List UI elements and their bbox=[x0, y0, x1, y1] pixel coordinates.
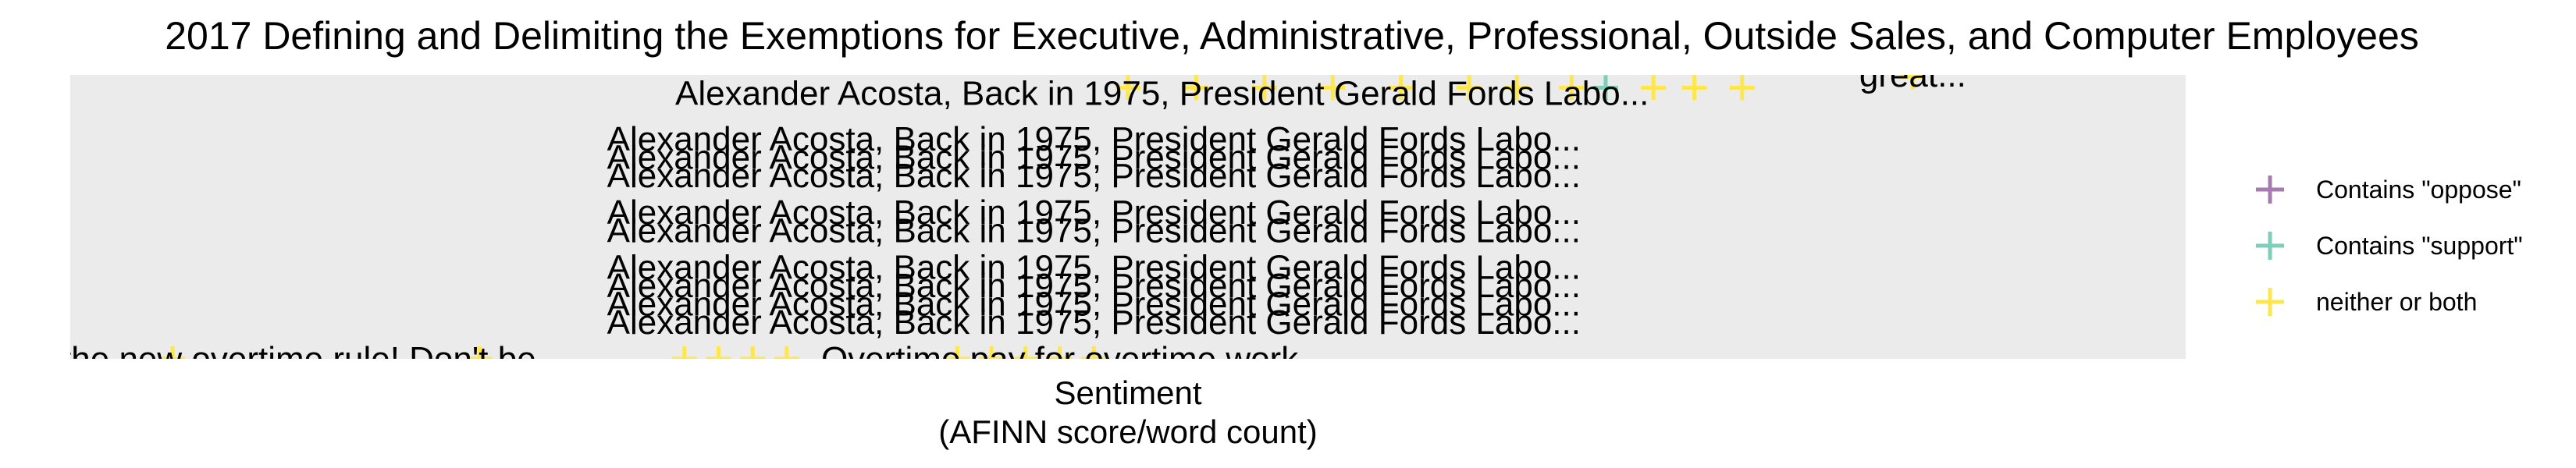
scatter-point bbox=[740, 346, 766, 359]
legend-item-support: Contains "support" bbox=[2256, 232, 2523, 260]
x-axis-sublabel: (AFINN score/word count) bbox=[938, 413, 1317, 450]
scatter-point bbox=[1047, 346, 1073, 359]
scatter-point bbox=[979, 346, 1005, 359]
legend-label: Contains "support" bbox=[2316, 232, 2523, 260]
scatter-point bbox=[1681, 75, 1707, 101]
scatter-point bbox=[1559, 75, 1585, 101]
point-annotation: nent the new overtime rule! Don't be... bbox=[0, 340, 564, 378]
point-annotation: Alexander Acosta, Back in 1975, Presiden… bbox=[675, 74, 1649, 112]
point-annotation: Alexander Acosta, Back in 1975, Presiden… bbox=[607, 285, 1581, 324]
scatter-point bbox=[1641, 75, 1667, 101]
scatter-point bbox=[945, 346, 970, 359]
chart-title: 2017 Defining and Delimiting the Exempti… bbox=[165, 14, 2419, 58]
plot-panel bbox=[70, 75, 2186, 359]
scatter-point bbox=[1115, 75, 1140, 101]
scatter-point bbox=[1012, 346, 1038, 359]
x-axis-label: Sentiment bbox=[1054, 374, 1201, 411]
point-annotation: Alexander Acosta, Back in 1975, Presiden… bbox=[607, 212, 1581, 250]
scatter-point bbox=[1504, 75, 1530, 101]
scatter-point bbox=[467, 346, 493, 359]
chart-legend: Contains "oppose" Contains "support" neith… bbox=[2256, 176, 2523, 316]
point-annotation: Alexander Acosta, Back in 1975, Presiden… bbox=[607, 139, 1581, 177]
point-annotation: great... bbox=[1859, 56, 1966, 94]
point-annotation: Overtime pay for overtime work bbox=[821, 340, 1299, 378]
scatter-point bbox=[1183, 75, 1209, 101]
scatter-point bbox=[160, 346, 186, 359]
scatter-point bbox=[1081, 346, 1107, 359]
scatter-point bbox=[671, 346, 697, 359]
legend-plus-icon bbox=[2256, 176, 2284, 204]
point-annotation: Alexander Acosta, Back in 1975, Presiden… bbox=[607, 120, 1581, 158]
point-annotation: Alexander Acosta, Back in 1975, Presiden… bbox=[607, 157, 1581, 195]
point-annotation: Alexander Acosta, Back in 1975, Presiden… bbox=[607, 193, 1581, 232]
chart-marks bbox=[160, 75, 1926, 359]
legend-item-oppose: Contains "oppose" bbox=[2256, 176, 2521, 204]
scatter-point bbox=[1900, 75, 1926, 90]
scatter-point bbox=[1388, 75, 1414, 101]
legend-label: neither or both bbox=[2316, 288, 2477, 316]
legend-plus-icon bbox=[2256, 232, 2284, 260]
scatter-point bbox=[706, 346, 731, 359]
scatter-point bbox=[1729, 75, 1755, 101]
scatter-point bbox=[1592, 75, 1618, 101]
point-annotation: Alexander Acosta, Back in 1975, Presiden… bbox=[607, 267, 1581, 305]
legend-plus-icon bbox=[2256, 288, 2284, 316]
legend-label: Contains "oppose" bbox=[2316, 176, 2521, 204]
legend-item-neither: neither or both bbox=[2256, 288, 2477, 316]
scatter-point bbox=[1457, 75, 1482, 101]
scatter-point bbox=[774, 346, 799, 359]
chart-annotations: Alexander Acosta, Back in 1975, Presiden… bbox=[0, 56, 1966, 378]
scatter-point bbox=[1320, 75, 1346, 101]
scatter-point bbox=[1251, 75, 1277, 101]
point-annotation: Alexander Acosta, Back in 1975, Presiden… bbox=[607, 249, 1581, 287]
point-annotation: Alexander Acosta, Back in 1975, Presiden… bbox=[607, 303, 1581, 342]
